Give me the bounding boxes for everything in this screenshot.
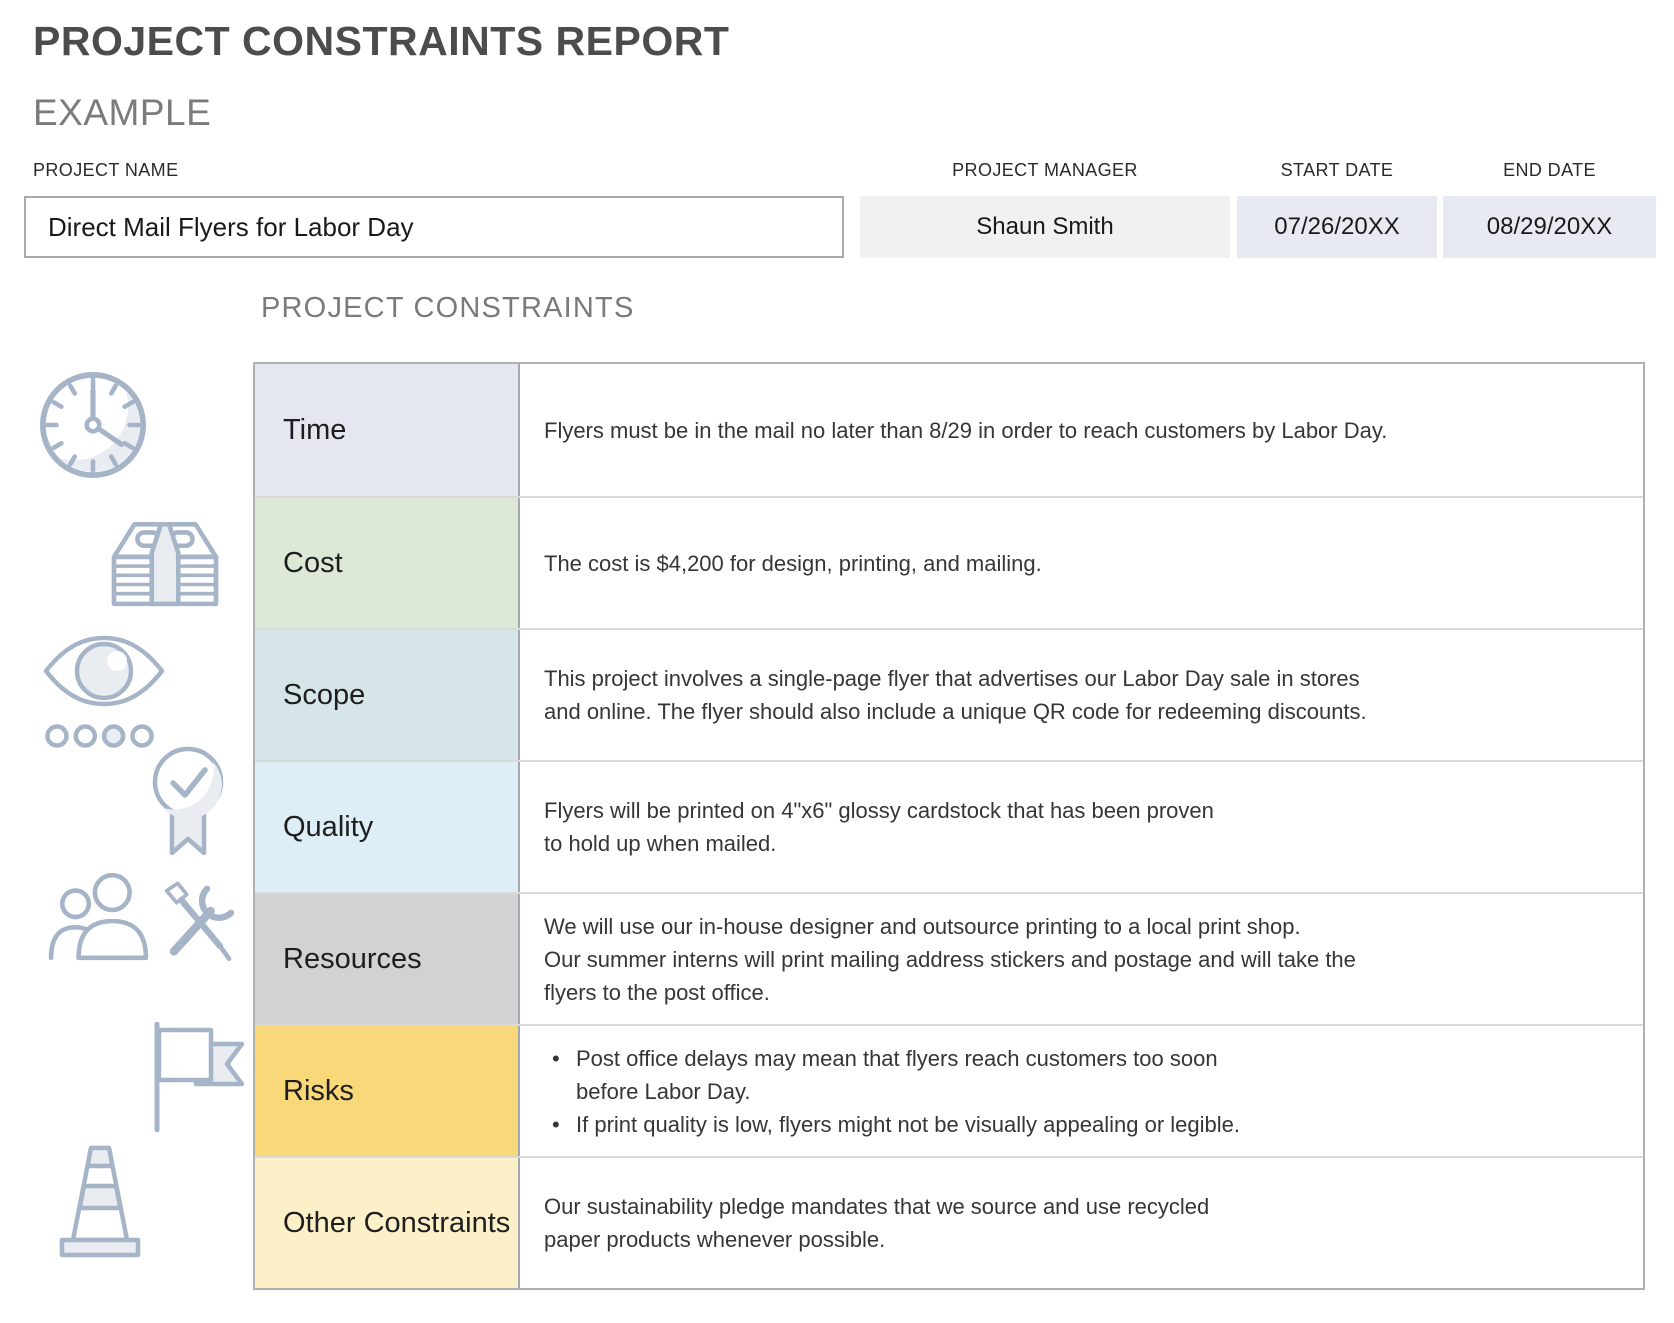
constraint-row-time: Time Flyers must be in the mail no later…: [255, 364, 1643, 496]
constraint-label-scope: Scope: [255, 630, 520, 760]
project-name-text: Direct Mail Flyers for Labor Day: [48, 211, 414, 242]
project-manager-text: Shaun Smith: [976, 213, 1114, 240]
constraint-label-text: Risks: [283, 1075, 354, 1107]
project-name-value: Direct Mail Flyers for Labor Day: [24, 196, 844, 258]
end-date-label: END DATE: [1503, 160, 1596, 180]
constraint-text-line: If print quality is low, flyers might no…: [576, 1111, 1241, 1137]
constraint-text-line: Flyers must be in the mail no later than…: [544, 417, 1388, 443]
constraint-row-scope: Scope This project involves a single-pag…: [255, 628, 1643, 760]
constraint-row-other: Other Constraints Our sustainability ple…: [255, 1156, 1643, 1288]
eye-icon: [42, 632, 166, 715]
tools-icon: [150, 876, 242, 973]
constraint-label-cost: Cost: [255, 498, 520, 628]
constraint-label-text: Quality: [283, 811, 374, 843]
constraint-label-text: Scope: [283, 679, 366, 711]
constraints-table: Time Flyers must be in the mail no later…: [253, 362, 1645, 1290]
constraints-section-heading: PROJECT CONSTRAINTS: [261, 292, 635, 324]
end-date-value: 08/29/20XX: [1443, 196, 1656, 258]
constraint-text-line: Flyers will be printed on 4"x6" glossy c…: [544, 798, 1214, 823]
clock-icon: [36, 368, 150, 487]
constraint-text-line: paper products whenever possible.: [544, 1227, 886, 1252]
constraint-text-line: Our sustainability pledge mandates that …: [544, 1194, 1210, 1219]
constraint-text-line: and online. The flyer should also includ…: [544, 699, 1367, 724]
constraint-text-line: Our summer interns will print mailing ad…: [544, 946, 1356, 972]
constraint-row-quality: Quality Flyers will be printed on 4"x6" …: [255, 760, 1643, 892]
bullet-item: Post office delays may mean that flyers …: [544, 1042, 1623, 1108]
constraint-desc-scope: This project involves a single-page flye…: [520, 630, 1643, 760]
constraint-label-text: Time: [283, 414, 347, 446]
constraint-text-line: This project involves a single-page flye…: [544, 666, 1360, 691]
constraint-desc-resources: We will use our in-house designer and ou…: [520, 894, 1643, 1024]
constraint-row-resources: Resources We will use our in-house desig…: [255, 892, 1643, 1024]
traffic-cone-icon: [52, 1142, 148, 1265]
start-date-label: START DATE: [1280, 160, 1394, 180]
bullet-item: If print quality is low, flyers might no…: [544, 1108, 1623, 1141]
page-title: PROJECT CONSTRAINTS REPORT: [33, 18, 730, 64]
award-check-icon: [144, 744, 232, 864]
constraint-desc-risks: Post office delays may mean that flyers …: [520, 1026, 1643, 1156]
constraint-row-risks: Risks Post office delays may mean that f…: [255, 1024, 1643, 1156]
page-subtitle: EXAMPLE: [33, 92, 212, 133]
constraint-label-text: Cost: [283, 547, 343, 579]
constraint-label-other: Other Constraints: [255, 1158, 520, 1288]
start-date-text: 07/26/20XX: [1274, 213, 1400, 240]
money-stack-icon: [103, 508, 227, 615]
constraint-label-resources: Resources: [255, 894, 520, 1024]
constraint-label-time: Time: [255, 364, 520, 496]
constraint-text-line: to hold up when mailed.: [544, 831, 777, 856]
end-date-text: 08/29/20XX: [1486, 213, 1613, 240]
risks-bullet-list: Post office delays may mean that flyers …: [544, 1042, 1623, 1141]
constraint-text-line: flyers to the post office.: [544, 979, 770, 1005]
flag-icon: [144, 1021, 246, 1137]
constraint-label-text: Other Constraints: [283, 1207, 511, 1239]
constraint-label-text: Resources: [283, 943, 422, 975]
constraint-desc-time: Flyers must be in the mail no later than…: [520, 364, 1643, 496]
project-manager-value: Shaun Smith: [860, 196, 1230, 258]
eye-dots-icon: [44, 722, 156, 755]
constraint-text-line: Post office delays may mean that flyers …: [576, 1045, 1218, 1071]
constraint-text-line: The cost is $4,200 for design, printing,…: [544, 550, 1042, 576]
constraint-desc-cost: The cost is $4,200 for design, printing,…: [520, 498, 1643, 628]
constraint-desc-other: Our sustainability pledge mandates that …: [520, 1158, 1643, 1288]
project-manager-label: PROJECT MANAGER: [952, 160, 1138, 180]
start-date-value: 07/26/20XX: [1237, 196, 1437, 258]
constraint-label-risks: Risks: [255, 1026, 520, 1156]
constraint-text-line: before Labor Day.: [576, 1078, 751, 1104]
constraint-label-quality: Quality: [255, 762, 520, 892]
people-icon: [48, 864, 150, 971]
constraint-text-line: We will use our in-house designer and ou…: [544, 913, 1301, 939]
constraint-row-cost: Cost The cost is $4,200 for design, prin…: [255, 496, 1643, 628]
project-name-label: PROJECT NAME: [33, 160, 179, 180]
constraint-desc-quality: Flyers will be printed on 4"x6" glossy c…: [520, 762, 1643, 892]
